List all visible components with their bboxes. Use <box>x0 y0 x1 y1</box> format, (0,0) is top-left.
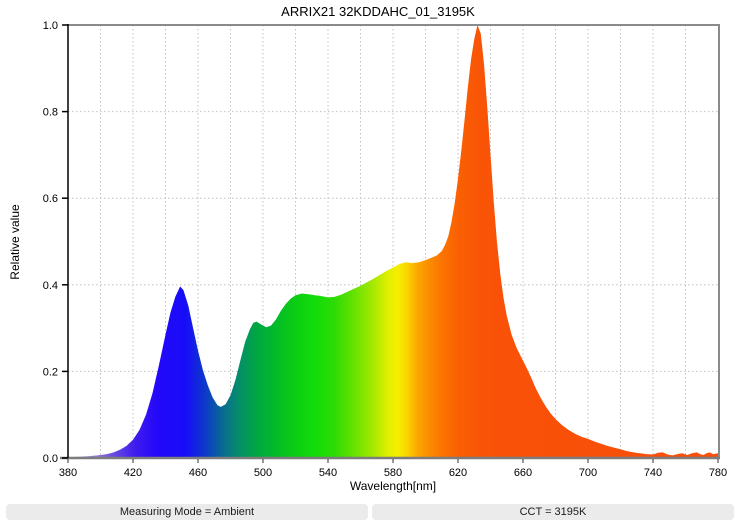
x-tick-label: 700 <box>579 467 597 479</box>
y-tick-label: 0.8 <box>43 107 58 119</box>
y-tick-label: 0.4 <box>43 280 58 292</box>
x-tick-label: 500 <box>254 467 272 479</box>
chart-title: ARRIX21 32KDDAHC_01_3195K <box>281 4 475 19</box>
x-tick-label: 620 <box>449 467 467 479</box>
x-tick-label: 740 <box>644 467 662 479</box>
axis-ticks <box>62 24 719 463</box>
y-tick-label: 1.0 <box>43 20 58 32</box>
spd-chart-panel: 380 420 460 500 540 580 620 660 700 740 780 0.0 0.2 0… <box>8 4 727 493</box>
spectrum-area <box>68 25 718 458</box>
y-tick-label: 0.6 <box>43 193 58 205</box>
spd-chart: 380 420 460 500 540 580 620 660 700 740 780 0.0 0.2 0… <box>8 4 727 493</box>
axis-tick-labels: 380 420 460 500 540 580 620 660 700 740 780 0.0 0.2 0… <box>43 20 727 479</box>
measuring-mode-chip[interactable]: Measuring Mode = Ambient <box>6 504 368 520</box>
status-bar: Measuring Mode = Ambient CCT = 3195K <box>0 497 740 521</box>
y-axis-label: Relative value <box>8 204 22 280</box>
x-tick-label: 380 <box>59 467 77 479</box>
cct-chip[interactable]: CCT = 3195K <box>372 504 734 520</box>
x-tick-label: 460 <box>189 467 207 479</box>
y-tick-label: 0.0 <box>43 453 58 465</box>
x-tick-label: 540 <box>319 467 337 479</box>
x-tick-label: 580 <box>384 467 402 479</box>
y-tick-label: 0.2 <box>43 366 58 378</box>
x-tick-label: 660 <box>514 467 532 479</box>
x-tick-label: 780 <box>709 467 727 479</box>
x-tick-label: 420 <box>124 467 142 479</box>
plot-frame <box>60 24 720 460</box>
x-axis-label: Wavelength[nm] <box>350 479 436 493</box>
